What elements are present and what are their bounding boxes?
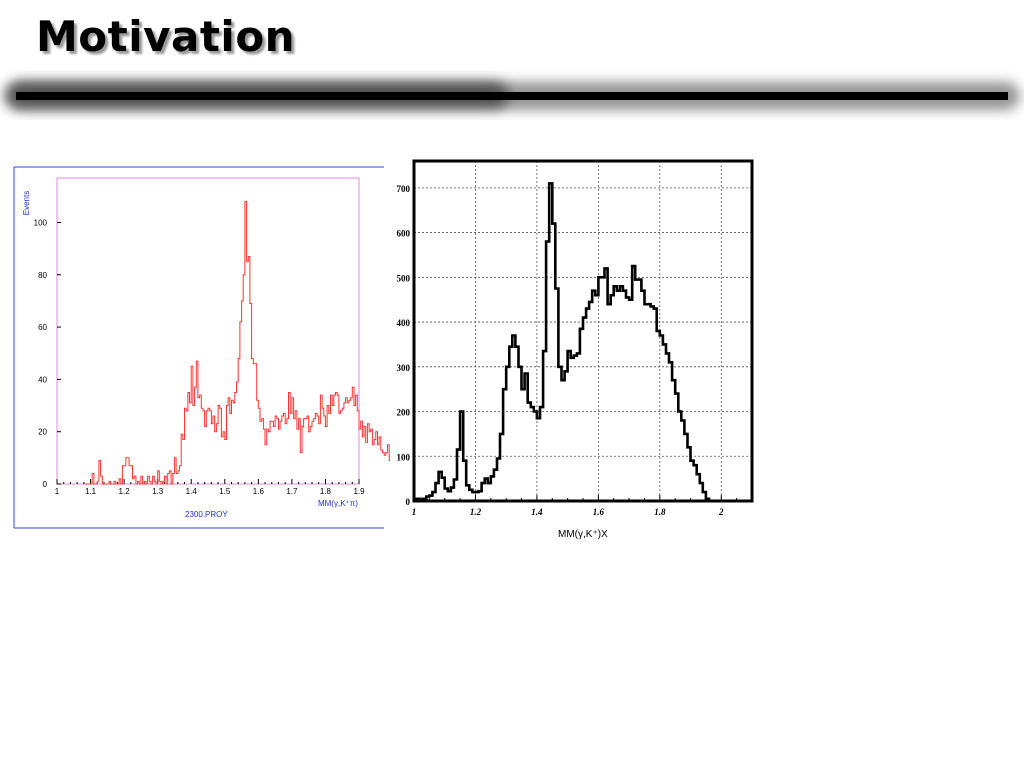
chart2-y-tick-label: 0 <box>406 497 411 507</box>
chart2-y-tick-label: 200 <box>397 408 411 418</box>
chart1-plot-frame <box>56 177 360 485</box>
left-histogram: 0 20 40 60 80 100 1 1.1 1.2 1.3 1.4 1.5 1.6 1.7 1.8 1.… <box>13 166 390 529</box>
chart1-x-tick-label: 1.3 <box>152 487 164 496</box>
chart1-y-axis: 0 20 40 60 80 100 <box>34 218 61 489</box>
title-rule <box>4 82 1020 110</box>
chart1-footer-label: 2300.PROY <box>185 510 228 519</box>
chart1-x-tick-label: 1 <box>55 487 60 496</box>
chart2-x-tick-label: 2 <box>718 507 724 517</box>
slide-title: Motivation <box>36 12 296 61</box>
chart2-gridlines <box>414 161 752 501</box>
chart1-x-tick-label: 1.4 <box>186 487 198 496</box>
chart2-histogram-line <box>412 182 711 501</box>
chart2-x-tick-label: 1.2 <box>470 507 482 517</box>
chart1-x-axis: 1 1.1 1.2 1.3 1.4 1.5 1.6 1.7 1.8 1.9 <box>55 479 365 496</box>
chart1-y-label: Events <box>22 191 31 215</box>
chart1-y-tick-label: 40 <box>38 375 47 384</box>
chart2-x-tick-label: 1.8 <box>654 507 666 517</box>
chart2-y-tick-label: 400 <box>397 318 411 328</box>
chart1-x-tick-label: 1.9 <box>353 487 365 496</box>
chart2-y-tick-label: 500 <box>397 273 411 283</box>
chart1-y-tick-label: 60 <box>38 323 47 332</box>
chart1-x-tick-label: 1.6 <box>253 487 265 496</box>
chart1-x-tick-label: 1.1 <box>85 487 97 496</box>
chart1-x-label: MM(γ,K⁺π) <box>318 499 358 508</box>
chart1-x-tick-label: 1.2 <box>119 487 131 496</box>
chart1-x-tick-label: 1.7 <box>286 487 298 496</box>
chart2-x-axis: 1 1.2 1.4 1.6 1.8 2 <box>412 495 753 517</box>
chart2-y-tick-label: 100 <box>397 452 411 462</box>
chart1-y-tick-label: 80 <box>38 271 47 280</box>
right-histogram: 0 100 200 300 400 500 600 700 1 1.2 1.4 1.6 1.8 2 MM… <box>397 159 754 540</box>
chart2-plot-frame <box>412 159 754 503</box>
chart1-y-tick-label: 20 <box>38 428 47 437</box>
chart2-x-tick-label: 1.6 <box>593 507 605 517</box>
chart2-y-axis: 0 100 200 300 400 500 600 700 <box>397 184 411 507</box>
chart2-x-label: MM(γ,K⁺)X <box>558 529 608 540</box>
chart1-x-tick-label: 1.5 <box>219 487 231 496</box>
chart1-y-tick-label: 100 <box>34 218 48 227</box>
chart2-y-tick-label: 700 <box>397 184 411 194</box>
chart2-y-tick-label: 300 <box>397 363 411 373</box>
chart2-y-tick-label: 600 <box>397 229 411 239</box>
chart2-x-tick-label: 1 <box>412 507 417 517</box>
chart1-y-tick-label: 0 <box>43 480 48 489</box>
chart1-x-tick-label: 1.8 <box>320 487 332 496</box>
chart1-histogram-line <box>83 201 390 485</box>
chart2-x-tick-label: 1.4 <box>531 507 543 517</box>
